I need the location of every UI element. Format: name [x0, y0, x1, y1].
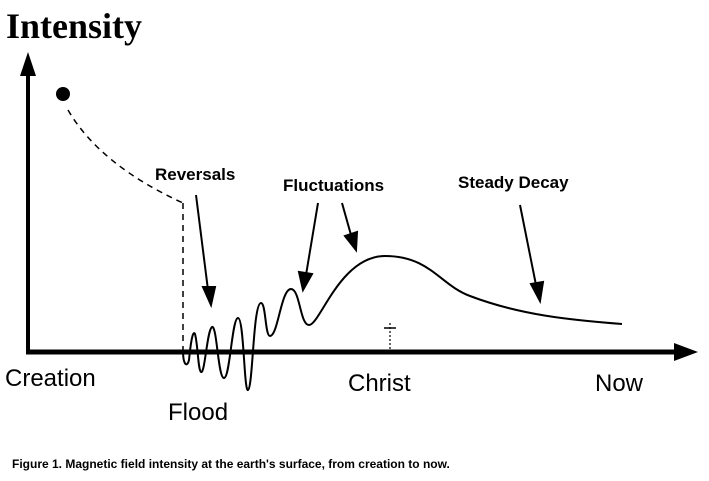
y-axis-label: Intensity: [6, 6, 142, 46]
creation-point: [56, 87, 70, 101]
reversals-arrow: [195, 194, 209, 291]
intensity-curve: [182, 254, 623, 392]
fluctuations-arrow-2: [341, 202, 352, 236]
reversals-label: Reversals: [155, 165, 235, 184]
now-label: Now: [595, 370, 644, 397]
reversals-arrowhead: [201, 286, 217, 309]
steady-decay-arrowhead: [529, 280, 545, 305]
figure-caption: Figure 1. Magnetic field intensity at th…: [12, 457, 450, 471]
annotation-arrows: [195, 194, 545, 309]
fluctuations-arrow-1: [305, 202, 319, 276]
creation-label: Creation: [5, 365, 96, 392]
fluctuations-label: Fluctuations: [283, 176, 384, 195]
early-decay-curve: [67, 109, 184, 204]
steady-decay-label: Steady Decay: [458, 173, 569, 192]
fluctuations-arrowhead-1: [297, 270, 314, 293]
christ-label: Christ: [348, 370, 411, 397]
x-axis-arrow: [674, 343, 698, 361]
y-axis-arrow: [20, 52, 36, 76]
fluctuations-arrowhead-2: [343, 230, 359, 253]
flood-label: Flood: [168, 399, 228, 426]
steady-decay-arrow: [519, 204, 537, 286]
